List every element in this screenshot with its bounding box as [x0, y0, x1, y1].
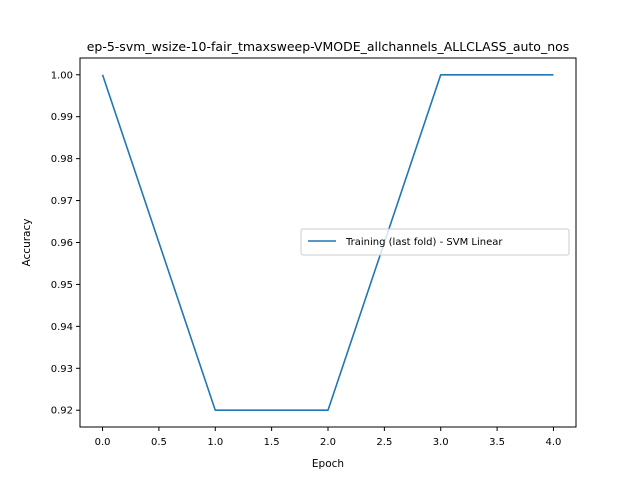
y-tick-label: 0.92 [51, 406, 73, 417]
x-tick-label: 3.0 [433, 437, 449, 448]
x-tick-label: 2.5 [376, 437, 392, 448]
y-tick-label: 0.96 [51, 238, 73, 249]
chart-title: ep-5-svm_wsize-10-fair_tmaxsweep-VMODE_a… [87, 39, 570, 54]
x-tick-label: 0.0 [95, 437, 111, 448]
y-tick-label: 0.94 [51, 322, 73, 333]
legend-box [300, 228, 570, 256]
x-axis-ticks: 0.0 0.5 1.0 1.5 2.0 2.5 3.0 3.5 4.0 [95, 427, 562, 448]
y-tick-label: 1.00 [51, 70, 73, 81]
x-tick-label: 3.5 [489, 437, 505, 448]
legend: Training (last fold) - SVM Linear [300, 228, 570, 256]
y-tick-label: 0.95 [51, 280, 73, 291]
plot-frame [79, 57, 577, 428]
y-tick-label: 0.98 [51, 154, 73, 165]
legend-label: Training (last fold) - SVM Linear [345, 237, 503, 248]
series-layer [101, 73, 554, 412]
y-tick-label: 0.93 [51, 364, 73, 375]
y-tick-label: 0.97 [51, 196, 73, 207]
x-tick-label: 1.0 [207, 437, 223, 448]
x-tick-label: 2.0 [320, 437, 336, 448]
x-tick-label: 1.5 [264, 437, 280, 448]
x-tick-label: 4.0 [546, 437, 562, 448]
y-axis-ticks: 0.92 0.93 0.94 0.95 0.96 0.97 0.98 0.99 1.00 [51, 70, 80, 417]
x-tick-label: 0.5 [151, 437, 167, 448]
x-axis-label: Epoch [312, 458, 344, 470]
y-axis-label: Accuracy [21, 219, 33, 267]
y-tick-label: 0.99 [51, 112, 73, 123]
